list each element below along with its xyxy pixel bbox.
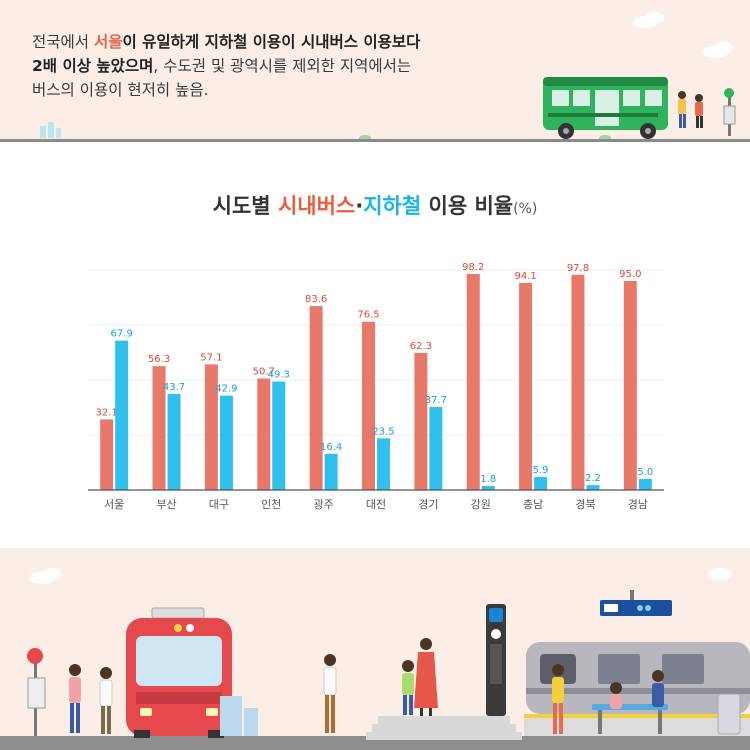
data-label-bus: 98.2 xyxy=(462,262,484,273)
data-label-subway: 67.9 xyxy=(111,329,133,340)
data-label-subway: 5.9 xyxy=(533,465,549,476)
green-bus-icon xyxy=(543,77,668,139)
bar-chart: 32.1 67.9 서울 56.3 43.7 부산 57.1 42.9 대구 50.749.3 인천… xyxy=(88,262,664,511)
x-tick-label: 경기 xyxy=(418,498,438,511)
bar-subway xyxy=(481,486,495,490)
chart-title: 시도별 시내버스·지하철 이용 비율(%) xyxy=(212,194,538,218)
bar-subway xyxy=(638,479,652,490)
x-tick-label: 경남 xyxy=(628,498,648,511)
title-bus: 시내버스 xyxy=(277,194,356,218)
passenger-icon xyxy=(552,664,664,734)
data-label-bus: 32.1 xyxy=(96,407,118,418)
data-label-bus: 94.1 xyxy=(514,271,536,282)
data-label-bus: 62.3 xyxy=(410,341,432,352)
subway-exit-sign-icon xyxy=(486,604,506,716)
trash-bin-icon xyxy=(717,693,741,735)
x-tick-label: 충남 xyxy=(523,498,543,511)
title-subway: 지하철 xyxy=(363,194,422,218)
bar-subway xyxy=(272,381,286,490)
x-tick-label: 서울 xyxy=(104,498,124,511)
cloud-icon xyxy=(29,568,61,584)
x-tick-label: 경북 xyxy=(575,498,595,511)
data-label-subway: 42.9 xyxy=(215,384,237,395)
top-banner: 전국에서 서울이 유일하게 지하철 이용이 시내버스 이용보다 2배 이상 높았… xyxy=(0,0,750,142)
bar-subway xyxy=(324,453,338,490)
cloud-icon xyxy=(633,12,664,28)
bar-bus xyxy=(309,306,323,490)
bar-bus xyxy=(257,378,271,490)
data-label-subway: 37.7 xyxy=(425,395,447,406)
headline-line-3: 버스의 이용이 현저히 높음. xyxy=(32,81,209,99)
passenger-icon xyxy=(323,654,337,733)
bar-bus xyxy=(519,282,533,490)
x-tick-label: 광주 xyxy=(314,498,334,511)
x-tick-label: 강원 xyxy=(471,498,491,511)
top-illustration xyxy=(40,12,736,141)
data-label-subway: 16.4 xyxy=(320,442,342,453)
data-label-subway: 49.3 xyxy=(268,370,290,381)
ground-line xyxy=(0,139,750,142)
bar-bus xyxy=(362,321,375,490)
subway-train-icon xyxy=(526,642,750,714)
headline-line-1: 전국에서 서울이 유일하게 지하철 이용이 시내버스 이용보다 xyxy=(32,33,421,51)
data-label-subway: 2.2 xyxy=(585,473,601,484)
x-tick-label: 부산 xyxy=(156,498,176,511)
title-unit: (%) xyxy=(513,201,538,217)
data-label-bus: 95.0 xyxy=(619,269,641,280)
bar-subway xyxy=(219,395,233,490)
data-label-subway: 43.7 xyxy=(163,382,185,393)
x-tick-label: 인천 xyxy=(261,497,281,511)
ground xyxy=(0,736,750,750)
data-label-bus: 50.7 xyxy=(253,366,275,377)
bar-bus xyxy=(623,281,637,490)
bar-bus xyxy=(204,364,218,490)
bar-subway xyxy=(115,340,129,490)
bar-subway xyxy=(586,485,600,490)
bus-stop-sign-icon xyxy=(27,648,46,736)
city-building-icon xyxy=(220,696,258,736)
bottom-illustration xyxy=(0,568,750,750)
x-tick-label: 대구 xyxy=(209,498,229,511)
highlight-seoul: 서울 xyxy=(93,33,123,51)
data-label-bus: 76.5 xyxy=(357,310,379,321)
exit-sign-icon xyxy=(600,590,672,616)
data-label-bus: 83.6 xyxy=(305,294,327,305)
bar-bus xyxy=(466,273,480,490)
x-tick-label: 대전 xyxy=(366,498,386,511)
bar-subway xyxy=(429,407,443,490)
cloud-icon xyxy=(702,42,733,58)
passenger-icon xyxy=(678,91,703,128)
headline-line-2: 2배 이상 높았으며, 수도권 및 광역시를 제외한 지역에서는 xyxy=(32,57,412,75)
passenger-icon xyxy=(402,638,438,716)
stairs-icon xyxy=(366,716,522,740)
red-bus-icon xyxy=(126,607,232,738)
bar-bus xyxy=(100,419,114,490)
bar-bus xyxy=(571,274,585,490)
bar-subway xyxy=(377,438,390,490)
platform-edge xyxy=(524,714,750,736)
data-label-bus: 97.8 xyxy=(567,263,589,274)
passenger-icon xyxy=(69,664,113,734)
data-label-subway: 23.5 xyxy=(372,426,394,437)
headline: 전국에서 서울이 유일하게 지하철 이용이 시내버스 이용보다 2배 이상 높았… xyxy=(32,30,532,102)
data-label-subway: 5.0 xyxy=(637,467,653,478)
bar-subway xyxy=(167,393,181,490)
cloud-icon xyxy=(708,568,732,580)
bus-stop-sign-icon xyxy=(723,88,736,136)
data-label-bus: 57.1 xyxy=(200,352,222,363)
city-skyline-icon xyxy=(40,122,61,138)
bottom-scene xyxy=(0,548,750,750)
bar-bus xyxy=(414,352,428,490)
data-label-subway: 1.8 xyxy=(480,474,496,485)
data-label-bus: 56.3 xyxy=(148,354,170,365)
bar-bus xyxy=(152,366,166,490)
bar-subway xyxy=(534,477,548,490)
